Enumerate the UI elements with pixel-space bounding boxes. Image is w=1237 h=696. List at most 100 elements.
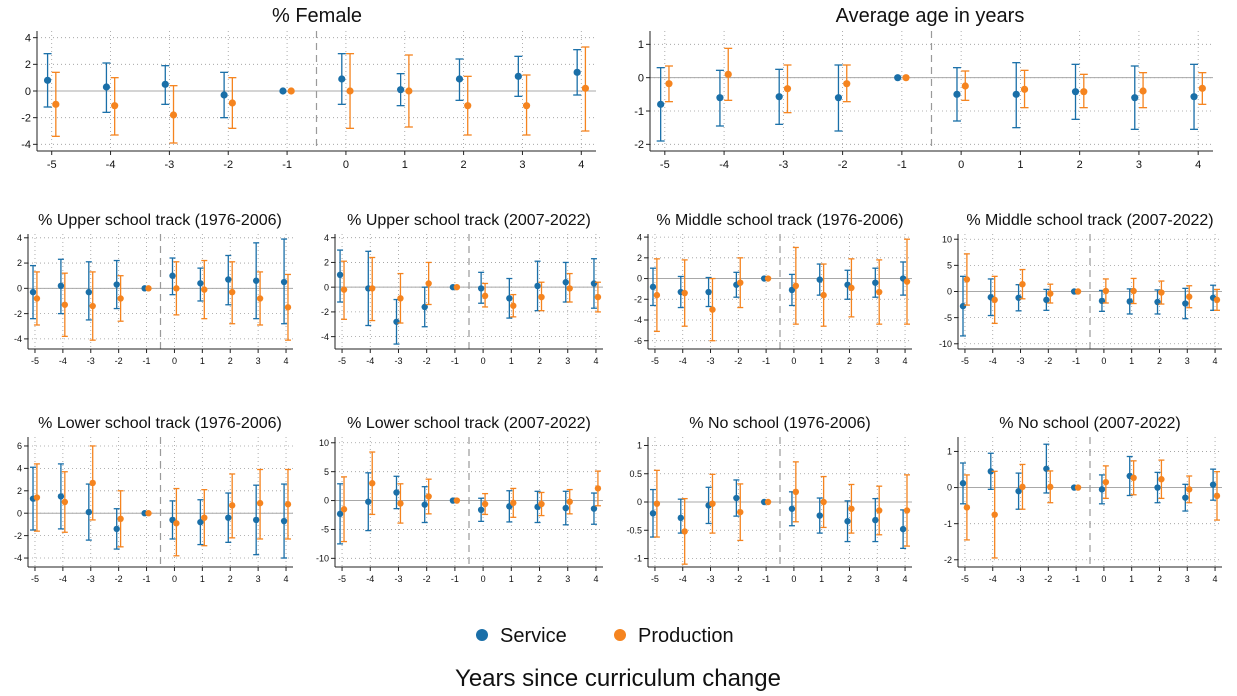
data-point — [510, 499, 517, 507]
x-tick-label: 0 — [1101, 574, 1106, 584]
y-tick-label: 4 — [637, 232, 642, 242]
x-tick-label: -1 — [451, 574, 459, 584]
data-point — [562, 279, 569, 286]
x-tick-label: 4 — [1213, 574, 1218, 584]
data-point — [201, 514, 208, 521]
data-point — [590, 280, 598, 287]
x-tick-label: -5 — [651, 356, 659, 366]
x-tick-label: 0 — [343, 159, 349, 171]
y-tick-label: -5 — [944, 313, 952, 323]
y-tick-label: -2 — [14, 531, 22, 541]
data-point — [89, 479, 96, 487]
panel-title: Average age in years — [836, 5, 1025, 27]
data-point — [514, 72, 522, 80]
y-tick-label: 2 — [17, 486, 22, 496]
x-tick-label: 0 — [481, 574, 486, 584]
data-point — [876, 507, 883, 514]
y-tick-label: -4 — [21, 139, 31, 151]
data-point — [369, 285, 376, 292]
y-tick-label: 4 — [17, 233, 22, 243]
data-point — [397, 500, 404, 507]
data-point — [1213, 296, 1221, 304]
y-tick-label: 0 — [25, 86, 31, 98]
data-point — [581, 84, 590, 92]
data-point — [843, 80, 851, 88]
data-point — [959, 302, 967, 310]
x-tick-label: 3 — [875, 574, 880, 584]
y-tick-label: 0 — [638, 73, 644, 85]
data-point — [145, 285, 152, 292]
data-point — [737, 279, 744, 286]
data-point — [961, 82, 969, 90]
x-tick-label: -3 — [165, 159, 175, 171]
data-point — [113, 281, 120, 288]
panel-10: % No school (2007-2022) -2 -1 0 1 -5 -4 -3 -2 -1 0… — [944, 415, 1222, 584]
x-tick-label: -4 — [366, 356, 374, 366]
data-point — [1131, 94, 1139, 102]
series-service — [336, 472, 598, 545]
x-tick-label: 2 — [461, 159, 467, 171]
data-point — [1043, 296, 1050, 304]
x-tick-label: -2 — [1044, 356, 1052, 366]
x-tick-label: -3 — [1017, 356, 1025, 366]
data-point — [792, 282, 800, 290]
x-tick-label: 1 — [819, 574, 824, 584]
data-point — [336, 271, 344, 279]
data-point — [421, 501, 428, 508]
x-tick-label: 0 — [481, 356, 486, 366]
x-tick-label: -5 — [338, 356, 346, 366]
data-point — [1182, 300, 1189, 307]
panel-1: % Female -4 -2 0 2 4 -5 -4 -3 -2 -1 0 1 2 3 4 — [21, 5, 596, 171]
series-production — [33, 445, 292, 557]
legend-label-production: Production — [638, 625, 734, 647]
data-point — [733, 494, 740, 502]
data-point — [538, 500, 545, 508]
x-tick-label: 0 — [791, 574, 796, 584]
x-tick-label: -2 — [734, 356, 742, 366]
data-point — [284, 501, 292, 508]
data-point — [1015, 487, 1022, 495]
data-point — [788, 505, 796, 512]
data-point — [1198, 84, 1206, 92]
x-tick-label: 4 — [903, 356, 908, 366]
data-point — [594, 293, 602, 301]
y-tick-label: 0.5 — [629, 469, 642, 479]
data-point — [876, 288, 883, 296]
y-tick-label: 6 — [17, 441, 22, 451]
data-point — [225, 514, 232, 521]
data-point — [145, 510, 152, 517]
y-tick-label: 2 — [25, 59, 31, 71]
x-tick-label: 0 — [172, 356, 177, 366]
x-tick-label: 3 — [1185, 356, 1190, 366]
data-point — [844, 518, 851, 525]
panel-2: Average age in years -2 -1 0 1 -5 -4 -3 -2 -1 0 1 2 3… — [634, 5, 1213, 171]
data-point — [1158, 289, 1165, 296]
x-tick-label: -3 — [394, 574, 402, 584]
data-point — [197, 518, 204, 526]
panel-4: % Upper school track (2007-2022) -4 -2 0 2 4 -… — [321, 212, 603, 366]
data-point — [783, 85, 792, 93]
data-point — [477, 506, 485, 513]
data-point — [346, 87, 354, 95]
data-point — [775, 93, 783, 101]
x-tick-label: -1 — [1072, 356, 1080, 366]
y-tick-label: 0 — [17, 283, 22, 293]
data-point — [280, 278, 288, 286]
data-point — [991, 511, 998, 518]
y-tick-label: 2 — [324, 258, 329, 268]
x-tick-label: -2 — [1044, 574, 1052, 584]
y-tick-label: -2 — [944, 555, 952, 565]
panel-5: % Middle school track (1976-2006) -6 -4 -2 0… — [634, 212, 912, 366]
x-tick-label: 4 — [903, 574, 908, 584]
data-point — [872, 279, 879, 286]
y-tick-label: 5 — [947, 261, 952, 271]
x-tick-label: -3 — [707, 356, 715, 366]
series-production — [664, 47, 1207, 114]
data-point — [522, 102, 531, 110]
data-point — [228, 99, 236, 107]
data-point — [705, 288, 712, 296]
data-point — [225, 276, 232, 283]
data-point — [284, 304, 292, 311]
data-point — [1080, 88, 1088, 96]
